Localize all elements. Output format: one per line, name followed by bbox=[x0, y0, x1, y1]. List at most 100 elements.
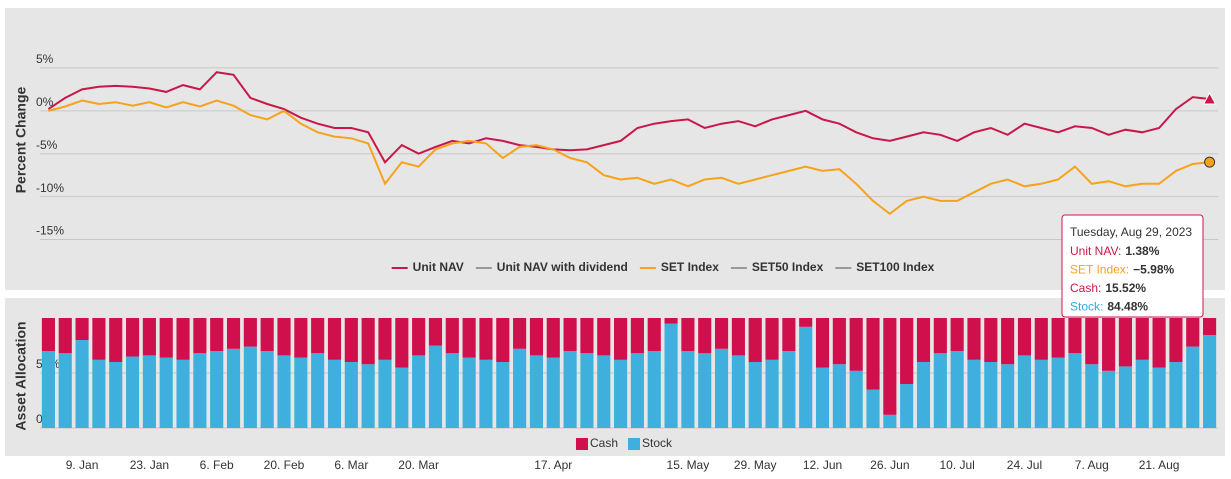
bar-segment bbox=[782, 318, 796, 351]
bar-segment bbox=[1001, 318, 1015, 365]
x-tick-label: 9. Jan bbox=[66, 458, 99, 472]
bar-segment bbox=[546, 357, 560, 428]
bar-segment bbox=[1068, 318, 1082, 354]
bar-segment bbox=[546, 318, 560, 358]
bar-segment bbox=[210, 318, 224, 351]
bar-segment bbox=[412, 355, 426, 428]
bar-segment bbox=[260, 318, 274, 351]
bar-segment bbox=[1135, 318, 1149, 360]
bar-segment bbox=[832, 318, 846, 365]
bar-segment bbox=[496, 318, 510, 362]
bar-segment bbox=[529, 318, 544, 356]
bar-segment bbox=[866, 318, 880, 390]
bar-segment bbox=[58, 318, 72, 354]
x-tick-label: 26. Jun bbox=[870, 458, 909, 472]
legend-label: SET100 Index bbox=[856, 260, 934, 274]
bar-segment bbox=[1085, 364, 1099, 428]
tooltip-value: −5.98% bbox=[1133, 263, 1174, 277]
end-marker bbox=[1204, 156, 1216, 168]
bar-segment bbox=[445, 353, 459, 428]
bar-segment bbox=[1152, 367, 1166, 428]
x-tick-label: 24. Jul bbox=[1007, 458, 1042, 472]
bar-segment bbox=[664, 323, 678, 428]
bar-segment bbox=[327, 318, 342, 360]
x-tick-label: 20. Feb bbox=[264, 458, 305, 472]
bar-segment bbox=[529, 355, 544, 428]
legend: Cash Stock bbox=[575, 436, 673, 450]
y-tick-label: 5% bbox=[36, 52, 54, 66]
bar-segment bbox=[1186, 346, 1200, 428]
bar-segment bbox=[815, 318, 830, 368]
x-tick-label: 17. Apr bbox=[534, 458, 572, 472]
bar-segment bbox=[933, 353, 947, 428]
legend-label: Cash bbox=[590, 436, 618, 450]
bar-segment bbox=[849, 370, 863, 428]
bar-segment bbox=[1017, 355, 1032, 428]
bar-segment bbox=[984, 318, 998, 362]
bar-segment bbox=[900, 318, 914, 384]
bar-segment bbox=[378, 359, 392, 428]
bar-segment bbox=[142, 355, 156, 428]
bar-segment bbox=[193, 318, 207, 354]
tooltip-box bbox=[1061, 214, 1204, 318]
bar-segment bbox=[378, 318, 392, 360]
x-tick-label: 7. Aug bbox=[1075, 458, 1109, 472]
bar-segment bbox=[1017, 318, 1032, 356]
bar-segment bbox=[866, 389, 880, 428]
y-axis-title: Percent Change bbox=[13, 86, 29, 193]
bar-segment bbox=[1135, 359, 1149, 428]
bar-segment bbox=[513, 348, 527, 428]
bar-segment bbox=[967, 359, 981, 428]
bar-segment bbox=[832, 364, 846, 428]
y-tick-label: -10% bbox=[36, 181, 64, 195]
bar-segment bbox=[563, 318, 577, 351]
bar-segment bbox=[479, 359, 493, 428]
bar-segment bbox=[748, 318, 762, 362]
bar-segment bbox=[1169, 362, 1183, 428]
bar-segment bbox=[563, 351, 577, 428]
bar-segment bbox=[109, 362, 123, 428]
bar-segment bbox=[75, 340, 89, 428]
bar-segment bbox=[277, 355, 291, 428]
legend-label: SET50 Index bbox=[752, 260, 824, 274]
bar-segment bbox=[294, 357, 308, 428]
bar-segment bbox=[1169, 318, 1183, 362]
bar-segment bbox=[92, 359, 106, 428]
line-series bbox=[47, 71, 1210, 164]
bar-segment bbox=[125, 356, 140, 428]
bar-segment bbox=[1203, 318, 1217, 336]
bar-segment bbox=[614, 359, 628, 428]
bar-segment bbox=[630, 353, 644, 428]
bar-segment bbox=[260, 351, 274, 428]
bar-segment bbox=[1034, 318, 1048, 360]
bar-segment bbox=[428, 318, 443, 346]
x-tick-label: 6. Mar bbox=[334, 458, 368, 472]
x-tick-label: 20. Mar bbox=[398, 458, 439, 472]
bar-segment bbox=[311, 318, 325, 354]
bar-segment bbox=[395, 318, 409, 368]
bar-segment bbox=[714, 348, 729, 428]
bar-segment bbox=[1102, 318, 1116, 371]
bar-segment bbox=[1102, 370, 1116, 428]
bar-segment bbox=[799, 318, 813, 327]
bar-segment bbox=[731, 355, 745, 428]
bar-segment bbox=[361, 318, 375, 365]
bar-segment bbox=[462, 318, 476, 358]
bar-segment bbox=[664, 318, 678, 324]
y-axis-title: Asset Allocation bbox=[13, 321, 29, 430]
tooltip-row: Cash: 15.52% bbox=[1070, 281, 1146, 295]
tooltip-label: SET Index: bbox=[1070, 263, 1129, 277]
bar-segment bbox=[984, 362, 998, 428]
bar-segment bbox=[159, 357, 173, 428]
bar-segment bbox=[243, 318, 257, 347]
legend-label: Stock bbox=[642, 436, 673, 450]
bar-segment bbox=[159, 318, 173, 358]
bar-segment bbox=[597, 318, 611, 356]
bar-segment bbox=[1034, 359, 1048, 428]
bar-segment bbox=[748, 362, 762, 428]
bar-segment bbox=[1203, 335, 1217, 428]
x-tick-label: 6. Feb bbox=[200, 458, 234, 472]
legend-label: Unit NAV with dividend bbox=[497, 260, 628, 274]
bar-segment bbox=[428, 345, 443, 428]
